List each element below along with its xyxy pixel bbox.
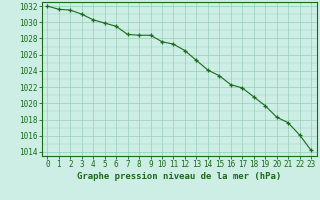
X-axis label: Graphe pression niveau de la mer (hPa): Graphe pression niveau de la mer (hPa): [77, 172, 281, 181]
